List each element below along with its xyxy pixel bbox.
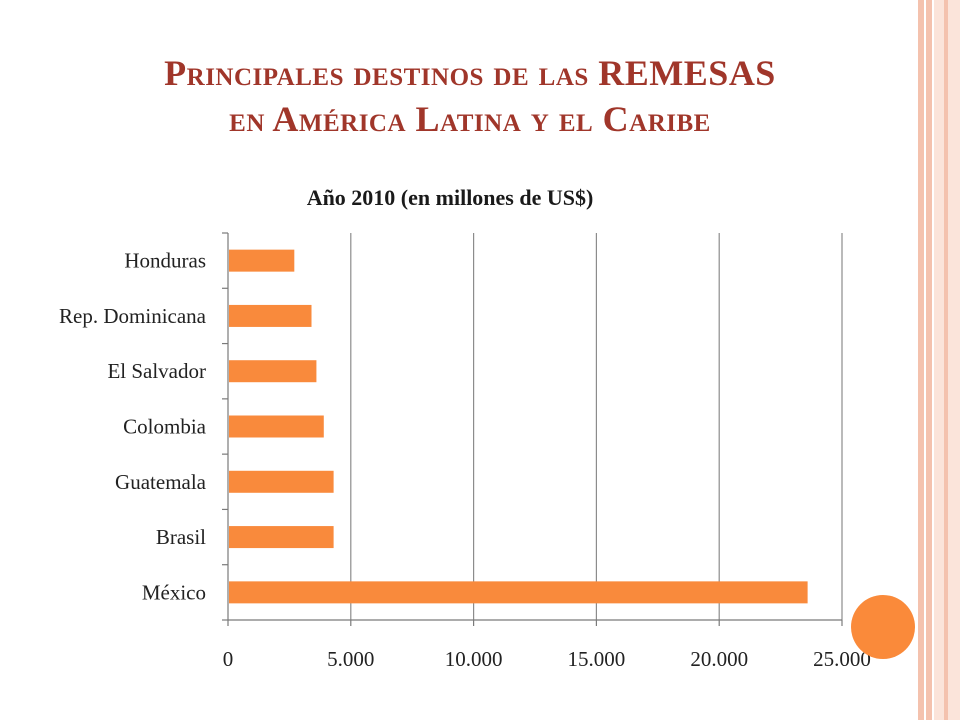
slide-title-line-1: Principales destinos de las REMESAS	[164, 53, 776, 93]
y-tick-label: El Salvador	[107, 359, 206, 383]
bar-rep-dominicana	[229, 304, 312, 327]
y-tick-label: Colombia	[123, 415, 207, 439]
border-stripe	[918, 0, 924, 720]
y-tick-label: México	[142, 580, 206, 604]
bar-chart: 0 5.000 10.000 15.000 20.000 25.000HondurasRe…	[59, 232, 871, 671]
bar-m-xico	[229, 581, 808, 604]
bar-colombia	[229, 415, 324, 438]
x-tick-label: 15.000	[568, 647, 626, 671]
y-tick-label: Rep. Dominicana	[59, 304, 207, 328]
x-tick-label: 10.000	[445, 647, 503, 671]
y-tick-label: Brasil	[156, 525, 206, 549]
x-tick-label: 0	[223, 647, 234, 671]
x-tick-label: 5.000	[327, 647, 374, 671]
x-tick-label: 20.000	[690, 647, 748, 671]
bar-honduras	[229, 249, 295, 272]
decorative-circle	[851, 595, 915, 659]
border-stripe	[944, 0, 948, 720]
border-stripe	[926, 0, 932, 720]
slide-title-line-2: en América Latina y el Caribe	[229, 99, 711, 139]
bar-el-salvador	[229, 360, 317, 383]
y-tick-label: Guatemala	[115, 470, 207, 494]
bar-guatemala	[229, 470, 334, 493]
bar-brasil	[229, 526, 334, 549]
slide-title: Principales destinos de las REMESAS en A…	[20, 50, 920, 142]
chart-title: Año 2010 (en millones de US$)	[306, 185, 594, 210]
y-tick-label: Honduras	[124, 249, 206, 273]
